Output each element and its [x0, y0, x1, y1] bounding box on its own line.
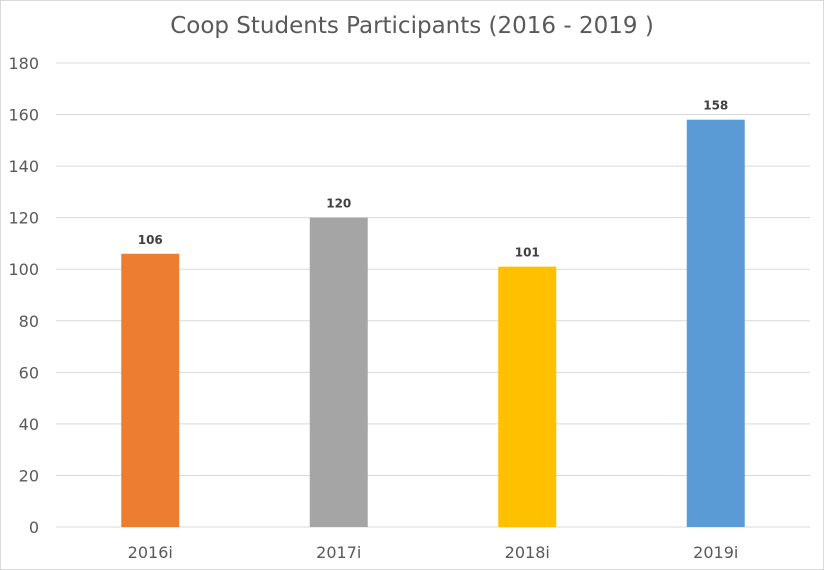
- bar-2017i[interactable]: [309, 217, 368, 527]
- bar-2019i[interactable]: [686, 119, 745, 527]
- x-axis-tick-labels: 2016i 2017i 2018i 2019i: [128, 543, 739, 562]
- data-labels: 106 120 101 158: [138, 99, 729, 260]
- y-axis-tick-labels: 0 20 40 60 80 100 120 140 160 180: [8, 54, 39, 537]
- data-label-2016i: 106: [138, 233, 163, 247]
- x-tick-label-2019i: 2019i: [693, 543, 738, 562]
- x-tick-label-2018i: 2018i: [505, 543, 550, 562]
- y-tick-label-140: 140: [8, 157, 39, 176]
- y-tick-label-180: 180: [8, 54, 39, 73]
- y-tick-label-100: 100: [8, 260, 39, 279]
- data-label-2017i: 120: [326, 197, 351, 211]
- x-tick-label-2016i: 2016i: [128, 543, 173, 562]
- y-tick-label-160: 160: [8, 106, 39, 125]
- bar-2018i[interactable]: [498, 266, 557, 527]
- y-tick-label-0: 0: [29, 518, 39, 537]
- data-label-2019i: 158: [703, 99, 728, 113]
- bars: [121, 119, 745, 527]
- bar-2016i[interactable]: [121, 253, 180, 527]
- y-tick-label-20: 20: [19, 466, 39, 485]
- y-tick-label-60: 60: [19, 363, 39, 382]
- y-tick-label-40: 40: [19, 415, 39, 434]
- gridlines: [56, 62, 810, 528]
- y-tick-label-120: 120: [8, 209, 39, 228]
- data-label-2018i: 101: [515, 246, 540, 260]
- x-tick-label-2017i: 2017i: [316, 543, 361, 562]
- y-tick-label-80: 80: [19, 312, 39, 331]
- chart-title: Coop Students Participants (2016 - 2019 …: [170, 13, 654, 39]
